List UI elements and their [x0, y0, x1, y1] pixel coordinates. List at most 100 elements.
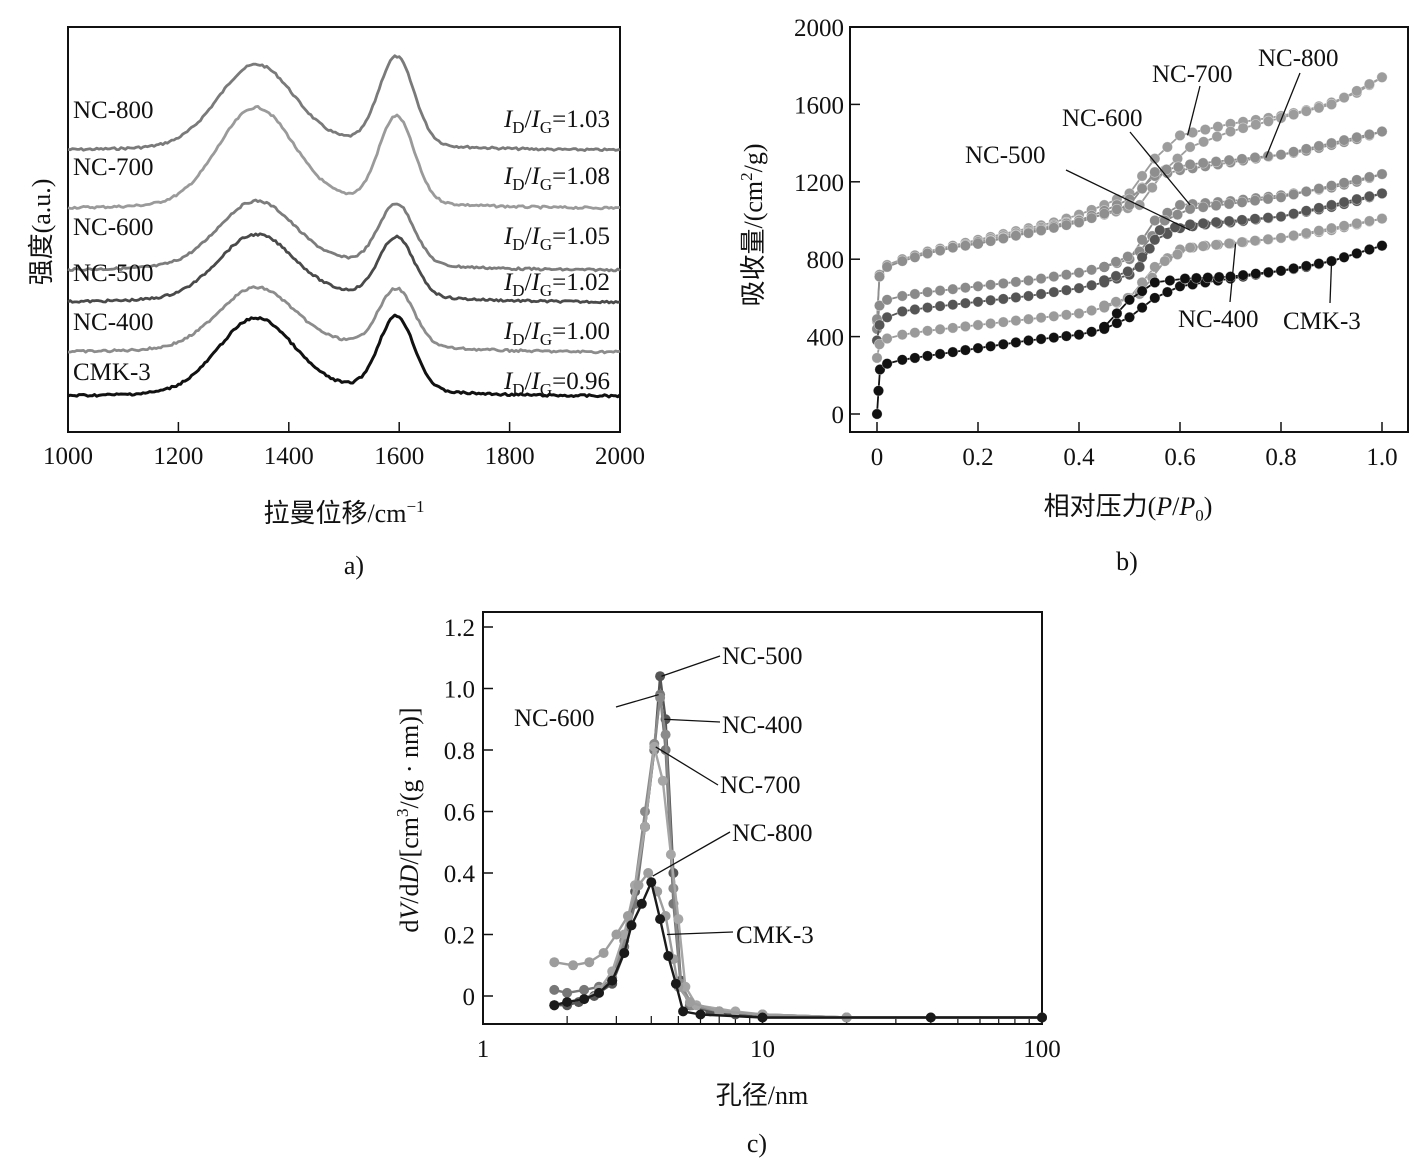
data-point — [1184, 203, 1196, 215]
data-point — [985, 340, 997, 352]
data-point — [1300, 143, 1312, 155]
ratio-label-part: D — [512, 118, 524, 137]
data-point — [549, 1000, 560, 1011]
series-line-nc-400 — [67, 285, 621, 355]
x-tick-label: 1600 — [374, 443, 424, 470]
data-point — [655, 914, 666, 925]
ratio-label-part: = — [552, 318, 566, 345]
data-point — [1236, 153, 1248, 165]
ratio-label-nc-700: ID/IG=1.08 — [503, 163, 610, 194]
data-point — [655, 692, 666, 703]
ratio-label-part: I — [531, 318, 542, 345]
annotation-label-nc-800: NC-800 — [732, 820, 813, 847]
annotation-label-nc-500: NC-500 — [722, 643, 803, 670]
data-point — [1134, 261, 1146, 273]
data-point — [1136, 234, 1148, 246]
data-point — [1086, 212, 1098, 224]
data-point — [1149, 215, 1161, 227]
data-point — [714, 1006, 725, 1017]
panel-a-y-axis-title: 强度(a.u.) — [27, 179, 56, 286]
annotation-leader-nc-400 — [1229, 243, 1237, 303]
data-point — [1363, 215, 1375, 227]
data-point — [1338, 177, 1350, 189]
data-point — [985, 279, 997, 291]
data-point — [873, 300, 885, 312]
data-point — [1098, 208, 1110, 220]
data-point — [1086, 326, 1098, 338]
data-point — [1136, 183, 1148, 195]
data-point — [549, 984, 560, 995]
annotation-leader-nc-500 — [1065, 169, 1191, 231]
panel-c-x-axis-title: 孔径/nm — [716, 1081, 808, 1110]
series-line-cmk-3 — [67, 313, 621, 399]
annotation-leader-nc-600 — [1129, 131, 1191, 206]
data-point — [1073, 307, 1085, 319]
data-point — [1376, 213, 1388, 225]
data-point — [1351, 193, 1363, 205]
data-point — [934, 245, 946, 257]
data-point — [972, 319, 984, 331]
data-point — [1338, 251, 1350, 263]
series-line-nc-400 — [554, 696, 1042, 1019]
data-point — [909, 288, 921, 300]
data-point — [921, 286, 933, 298]
data-point — [1060, 309, 1072, 321]
data-point — [1376, 168, 1388, 180]
data-point — [1174, 199, 1186, 211]
data-point — [1237, 122, 1249, 134]
x-tick-label: 1200 — [153, 443, 203, 470]
ratio-label-nc-600: ID/IG=1.05 — [503, 223, 610, 254]
data-point — [1073, 216, 1085, 228]
data-point — [622, 911, 633, 921]
annotation-label-cmk-3: CMK-3 — [736, 922, 814, 949]
data-point — [1236, 196, 1248, 208]
data-point — [568, 960, 579, 971]
panel-a-ratio-labels: ID/IG=1.03ID/IG=1.08ID/IG=1.05ID/IG=1.02… — [503, 106, 610, 399]
annotation-leader-nc-700 — [1186, 85, 1201, 136]
series-line-nc-500 — [67, 232, 621, 305]
panel-b-isotherm: 0 400 800 1200 1600 2000 0 0.2 0.4 0.6 0.8 1.0 NC-7… — [737, 15, 1409, 576]
panel-c-y-axis-title: dV/dD/[cm3/(g · nm)] — [393, 707, 424, 932]
ratio-label-part: I — [531, 269, 542, 296]
series-cmk-3 — [871, 240, 1388, 420]
data-point — [1262, 233, 1274, 245]
data-point — [626, 920, 637, 931]
data-point — [1172, 161, 1184, 173]
data-point — [619, 929, 630, 940]
data-point — [997, 293, 1009, 305]
data-point — [1073, 329, 1085, 341]
annotation-label-cmk-3: CMK-3 — [1283, 308, 1361, 335]
annotation-leader-cmk-3 — [1329, 263, 1333, 304]
data-point — [1202, 272, 1214, 284]
data-point — [896, 305, 908, 317]
data-point — [881, 358, 893, 370]
data-point — [1022, 334, 1034, 346]
ratio-label-part: = — [552, 269, 566, 296]
y-tick-label: 0.4 — [444, 861, 476, 888]
data-point — [1048, 332, 1060, 344]
data-point — [646, 877, 657, 888]
data-point — [1184, 141, 1196, 153]
data-point — [1161, 141, 1173, 153]
data-point — [985, 294, 997, 306]
data-point — [997, 338, 1009, 350]
annotation-leader-cmk-3 — [666, 931, 734, 936]
data-point — [1249, 195, 1261, 207]
data-point — [1099, 261, 1110, 273]
data-point — [633, 880, 644, 891]
data-point — [1363, 78, 1375, 90]
x-tick-label: 10 — [750, 1036, 775, 1063]
ratio-label-part: I — [503, 106, 514, 133]
data-point — [1197, 240, 1209, 252]
annotation-label-nc-700: NC-700 — [720, 772, 801, 799]
series-line-nc-600 — [554, 693, 1042, 1019]
ratio-label-part: D — [512, 235, 524, 254]
x-tick-label: 1000 — [43, 443, 93, 470]
data-point — [934, 300, 946, 312]
data-point — [1111, 203, 1123, 215]
data-point — [1197, 201, 1209, 213]
data-point — [1086, 304, 1098, 316]
annotation-label-nc-400: NC-400 — [1178, 306, 1259, 333]
panel-a-series-labels: NC-800 NC-700 NC-600 NC-500 NC-400 CMK-3 — [73, 97, 154, 386]
data-point — [1376, 240, 1388, 252]
